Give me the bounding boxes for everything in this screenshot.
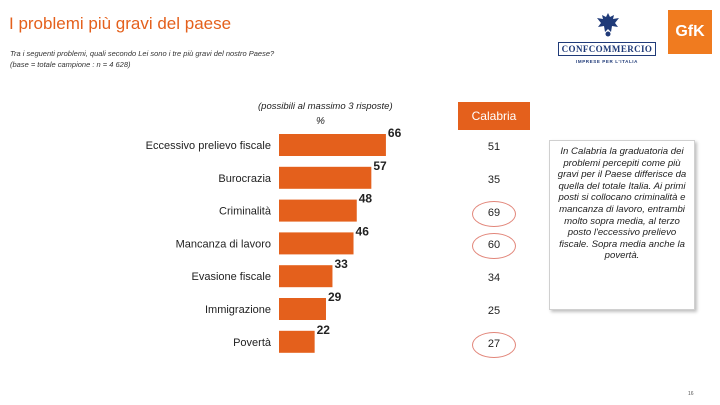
category-label: Eccessivo prelievo fiscale [146,140,271,152]
bar-4 [279,265,333,288]
question-text: Tra i seguenti problemi, quali secondo L… [10,48,274,70]
value-label: 57 [373,159,387,173]
category-label: Povertà [233,337,272,349]
bar-2 [279,199,357,222]
gfk-logo: GfK [668,10,712,54]
region-value: 35 [487,173,501,186]
eagle-emblem-icon [597,13,619,37]
region-value: 69 [487,206,501,219]
value-label: 29 [328,290,342,304]
confcommercio-logo: CONFCOMMERCIO IMPRESE PER L'ITALIA [558,8,656,74]
value-label: 22 [317,323,331,337]
highlight-circle [472,233,516,260]
bar-3 [279,232,354,255]
value-label: 48 [359,192,373,206]
highlight-circle [472,200,516,227]
region-value: 25 [487,305,501,317]
page-title: I problemi più gravi del paese [9,14,232,33]
confcommercio-name: CONFCOMMERCIO [558,42,656,56]
unit-label: % [316,116,325,127]
highlight-circle [472,331,516,358]
value-label: 66 [388,126,402,140]
value-label: 33 [334,257,348,271]
region-value: 60 [487,239,501,252]
value-label: 46 [356,224,370,238]
region-header: Calabria [458,102,530,130]
bar-6 [279,330,315,353]
side-note-box [549,140,695,310]
chart-note: (possibili al massimo 3 risposte) [258,101,393,112]
region-value: 34 [487,272,501,285]
category-label: Mancanza di lavoro [176,238,271,250]
region-value: 51 [487,141,501,153]
base-line: (base = totale campione : n = 4 628) [10,60,131,69]
bar-0 [279,134,386,156]
page-number: 16 [688,391,694,397]
category-label: Evasione fiscale [192,271,272,283]
category-label: Criminalità [219,206,272,218]
bar-5 [279,298,326,320]
region-value: 27 [487,337,501,350]
question-line: Tra i seguenti problemi, quali secondo L… [10,49,275,58]
confcommercio-tagline: IMPRESE PER L'ITALIA [576,59,638,64]
side-note-text: In Calabria la graduatoria dei problemi … [557,146,687,262]
category-label: Immigrazione [205,304,271,316]
category-label: Burocrazia [218,173,271,185]
bar-1 [279,166,372,189]
